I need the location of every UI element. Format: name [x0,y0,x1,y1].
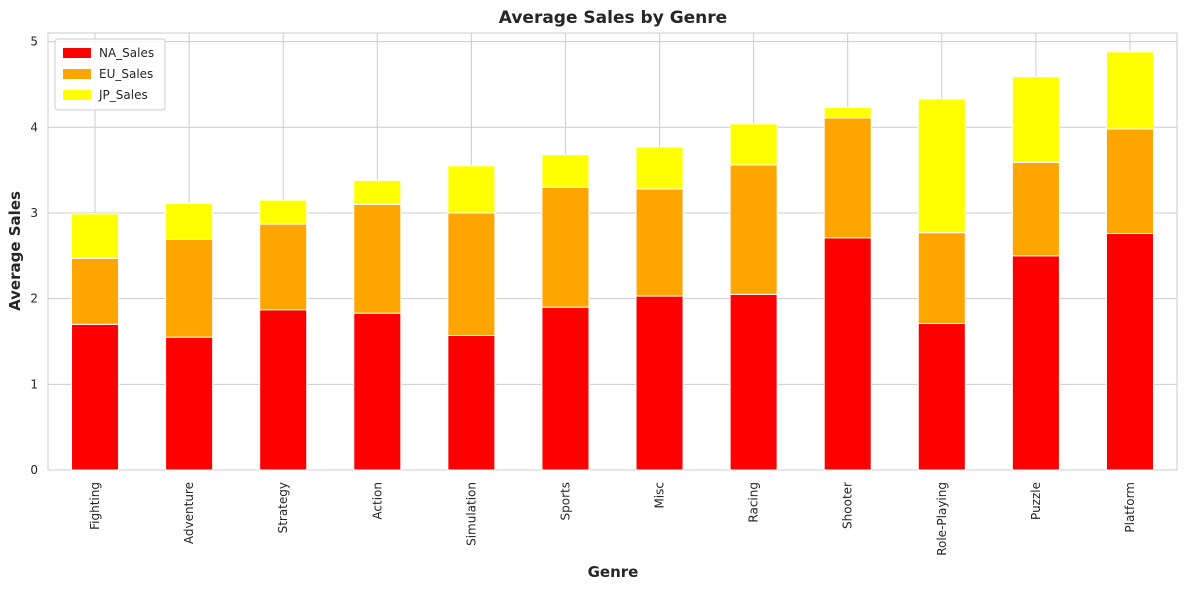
bar-na-sales-adventure [165,336,214,471]
bar-jp-sales-sports [541,154,590,188]
legend-swatch [63,48,91,58]
y-axis-label: Average Sales [6,191,24,311]
y-tick-label: 0 [30,463,38,477]
x-tick-label: Sports [558,482,572,520]
bar-jp-sales-puzzle [1011,76,1060,163]
bar-eu-sales-action [353,203,402,314]
x-tick-label: Adventure [182,482,196,544]
bar-na-sales-shooter [823,237,872,471]
y-tick-label: 4 [30,120,38,134]
y-axis-ticks: 0 1 2 3 4 5 [30,35,38,477]
bar-eu-sales-simulation [447,212,496,336]
bars [71,51,1154,471]
chart-title: Average Sales by Genre [499,8,727,28]
x-tick-label: Puzzle [1029,482,1043,520]
bar-na-sales-fighting [71,323,120,471]
x-tick-label: Action [370,482,384,520]
bar-na-sales-puzzle [1011,255,1060,471]
legend: NA_Sales EU_Sales JP_Sales [54,38,166,111]
bar-jp-sales-strategy [259,199,308,225]
y-tick-label: 2 [30,292,38,306]
y-tick-label: 1 [30,377,38,391]
bar-eu-sales-platform [1105,128,1154,235]
x-tick-label: Platform [1123,482,1137,533]
legend-swatch [63,69,91,79]
x-tick-label: Misc [653,482,667,509]
bar-na-sales-strategy [259,309,308,471]
bar-eu-sales-racing [729,164,778,295]
x-axis-label: Genre [588,563,639,581]
bar-eu-sales-fighting [71,257,120,325]
legend-swatch [63,90,91,100]
x-axis-ticks: Fighting Adventure Strategy Action Simulatio… [88,482,1137,556]
bar-jp-sales-shooter [823,107,872,119]
bar-jp-sales-adventure [165,203,214,241]
bar-eu-sales-misc [635,188,684,297]
x-tick-label: Racing [747,482,761,523]
bar-na-sales-misc [635,295,684,471]
bar-eu-sales-role-playing [917,232,966,324]
legend-label: JP_Sales [98,88,148,102]
bar-jp-sales-fighting [71,213,120,259]
bar-na-sales-racing [729,293,778,471]
x-tick-label: Fighting [88,482,102,530]
y-tick-label: 5 [30,35,38,49]
bar-eu-sales-adventure [165,239,214,338]
bar-jp-sales-role-playing [917,98,966,234]
x-tick-label: Strategy [276,482,290,533]
x-tick-label: Simulation [464,482,478,546]
bar-eu-sales-sports [541,186,590,308]
x-tick-label: Shooter [841,482,855,529]
bar-na-sales-action [353,312,402,471]
bar-na-sales-role-playing [917,322,966,471]
legend-label: NA_Sales [99,46,154,60]
x-tick-label: Role-Playing [935,482,949,556]
bar-jp-sales-platform [1105,51,1154,130]
bar-na-sales-sports [541,306,590,471]
bar-na-sales-simulation [447,334,496,471]
y-tick-label: 3 [30,206,38,220]
bar-eu-sales-puzzle [1011,161,1060,257]
plot-area [47,32,1178,471]
bar-eu-sales-strategy [259,223,308,311]
bar-jp-sales-simulation [447,165,496,214]
bar-jp-sales-action [353,179,402,205]
bar-na-sales-platform [1105,233,1154,471]
bar-jp-sales-racing [729,123,778,166]
bar-jp-sales-misc [635,146,684,190]
legend-label: EU_Sales [99,67,153,81]
bar-eu-sales-shooter [823,117,872,239]
